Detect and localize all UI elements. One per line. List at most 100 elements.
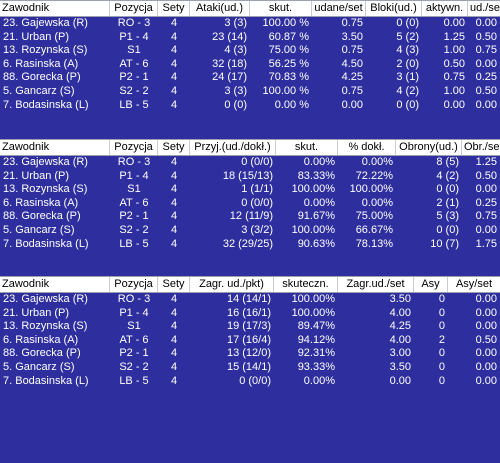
table-row[interactable]: 6. Rasinska (A) AT - 6 4 17 (16/4) 94.12% 4.0… <box>0 334 500 348</box>
cell-bloki: 5 (2) <box>396 30 419 43</box>
cell-obr-set: 0.25 <box>475 196 497 209</box>
col-header-sety[interactable]: Sety <box>158 1 190 16</box>
cell-skut: 90.63% <box>297 237 335 250</box>
table-row[interactable]: 23. Gajewska (R) RO - 3 4 3 (3) 100.00 % 0.75… <box>0 17 500 31</box>
cell-pozycja: S1 <box>127 44 141 57</box>
cell-sety: 4 <box>170 17 178 29</box>
table-header: Zawodnik Pozycja Sety Zagr. ud./pkt) sku… <box>0 276 500 293</box>
cell-sety: 4 <box>170 84 178 97</box>
table-header: Zawodnik Pozycja Sety Ataki(ud.) skut. u… <box>0 0 500 17</box>
table-row[interactable]: 23. Gajewska (R) RO - 3 4 0 (0/0) 0.00% 0.00%… <box>0 156 500 170</box>
cell-zawodnik: 5. Gancarz (S) <box>3 84 75 97</box>
cell-zagr: 0 (0/0) <box>239 374 271 387</box>
col-header-zagr[interactable]: Zagr. ud./pkt) <box>190 277 274 292</box>
table-row[interactable]: 5. Gancarz (S) S2 - 2 4 15 (14/1) 93.33% 3.50… <box>0 361 500 375</box>
cell-zagr: 19 (17/3) <box>226 320 271 333</box>
cell-obr-set: 0.00 <box>475 183 497 196</box>
table-row[interactable]: 21. Urban (P) P1 - 4 4 23 (14) 60.87 % 3.50 5 … <box>0 31 500 45</box>
table-row[interactable]: 7. Bodasinska (L) LB - 5 4 0 (0/0) 0.00% 0.00… <box>0 375 500 389</box>
cell-skuteczn: 0.00% <box>303 374 335 387</box>
col-header-skut[interactable]: skut. <box>250 1 312 16</box>
reception-defense-table: Zawodnik Pozycja Sety Przyj.(ud./dokł.) … <box>0 139 500 251</box>
cell-asy: 0 <box>438 347 445 360</box>
cell-zawodnik: 23. Gajewska (R) <box>3 156 88 168</box>
cell-obrony: 4 (2) <box>436 169 459 182</box>
cell-sety: 4 <box>170 374 178 387</box>
cell-pozycja: P2 - 1 <box>119 347 149 360</box>
col-header-obr-set[interactable]: Obr./se <box>464 141 500 153</box>
cell-skut: 100.00 % <box>262 17 309 29</box>
col-header-pozycja[interactable]: Pozycja <box>110 140 158 155</box>
col-header-asy[interactable]: Asy <box>414 277 448 292</box>
cell-aktywn: 0.75 <box>443 71 465 84</box>
table-row[interactable]: 7. Bodasinska (L) LB - 5 4 32 (29/25) 90.63%… <box>0 238 500 252</box>
col-header-pozycja[interactable]: Pozycja <box>110 277 158 292</box>
cell-sety: 4 <box>170 320 178 333</box>
cell-udane-set: 3.50 <box>341 30 363 43</box>
cell-obr-set: 1.25 <box>475 156 497 168</box>
col-header-skut[interactable]: skut. <box>276 140 338 155</box>
table-row[interactable]: 88. Gorecka (P) P2 - 1 4 13 (12/0) 92.31% 3.0… <box>0 347 500 361</box>
table-row[interactable]: 88. Gorecka (P) P2 - 1 4 12 (11/9) 91.67% 75.… <box>0 210 500 224</box>
table-row[interactable]: 88. Gorecka (P) P2 - 1 4 24 (17) 70.83 % 4.25… <box>0 71 500 85</box>
table-row[interactable]: 7. Bodasinska (L) LB - 5 4 0 (0) 0.00 % 0.00 0… <box>0 99 500 113</box>
table-row[interactable]: 13. Rozynska (S) S1 4 1 (1/1) 100.00% 100.00%… <box>0 183 500 197</box>
cell-zawodnik: 21. Urban (P) <box>3 306 70 319</box>
cell-ud-set: 0.00 <box>475 17 497 29</box>
col-header-udane-set[interactable]: udane/set <box>312 1 366 16</box>
col-header-sety[interactable]: Sety <box>158 140 190 155</box>
cell-aktywn: 1.00 <box>443 84 465 97</box>
table-row[interactable]: 21. Urban (P) P1 - 4 4 18 (15/13) 83.33% 72.2… <box>0 170 500 184</box>
col-header-bloki[interactable]: Bloki(ud.) <box>366 1 422 16</box>
cell-zawodnik: 5. Gancarz (S) <box>3 360 75 373</box>
col-header-przyj[interactable]: Przyj.(ud./dokł.) <box>190 140 276 155</box>
cell-obr-set: 0.75 <box>475 210 497 223</box>
cell-pozycja: S2 - 2 <box>119 360 149 373</box>
table-row[interactable]: 23. Gajewska (R) RO - 3 4 14 (14/1) 100.00% 3… <box>0 293 500 307</box>
cell-proc-dokl: 100.00% <box>349 183 393 196</box>
cell-sety: 4 <box>170 223 178 236</box>
col-header-zawodnik[interactable]: Zawodnik <box>0 277 110 292</box>
cell-proc-dokl: 0.00% <box>361 196 393 209</box>
serve-table: Zawodnik Pozycja Sety Zagr. ud./pkt) sku… <box>0 276 500 388</box>
col-header-asy-set[interactable]: Asy/set <box>455 278 493 290</box>
cell-pozycja: LB - 5 <box>119 374 149 387</box>
col-header-zawodnik[interactable]: Zawodnik <box>0 1 110 16</box>
table-row[interactable]: 6. Rasinska (A) AT - 6 4 32 (18) 56.25 % 4.50… <box>0 58 500 72</box>
cell-sety: 4 <box>170 183 178 196</box>
table-row[interactable]: 21. Urban (P) P1 - 4 4 16 (16/1) 100.00% 4.00… <box>0 307 500 321</box>
table-row[interactable]: 5. Gancarz (S) S2 - 2 4 3 (3/2) 100.00% 66.67… <box>0 224 500 238</box>
col-header-obrony[interactable]: Obrony(ud.) <box>396 140 462 155</box>
col-header-zawodnik[interactable]: Zawodnik <box>0 140 110 155</box>
col-header-proc-dokl[interactable]: % dokł. <box>338 140 396 155</box>
cell-przyj: 1 (1/1) <box>241 183 273 196</box>
cell-zawodnik: 13. Rozynska (S) <box>3 44 88 57</box>
cell-zawodnik: 23. Gajewska (R) <box>3 293 88 305</box>
table-row[interactable]: 13. Rozynska (S) S1 4 19 (17/3) 89.47% 4.25 0 0… <box>0 320 500 334</box>
cell-ataki: 24 (17) <box>212 71 247 84</box>
col-header-zagr-ud-set[interactable]: Zagr.ud./set <box>338 277 414 292</box>
col-header-skuteczn[interactable]: skuteczn. <box>274 277 338 292</box>
table-row[interactable]: 6. Rasinska (A) AT - 6 4 0 (0/0) 0.00% 0.00% 2… <box>0 197 500 211</box>
cell-zawodnik: 13. Rozynska (S) <box>3 320 88 333</box>
cell-skut: 60.87 % <box>268 30 309 43</box>
cell-zagr-ud-set: 3.00 <box>389 347 411 360</box>
cell-sety: 4 <box>170 347 178 360</box>
cell-pozycja: RO - 3 <box>117 156 151 168</box>
col-header-ataki[interactable]: Ataki(ud.) <box>190 1 250 16</box>
cell-ud-set: 0.00 <box>475 98 497 111</box>
col-header-pozycja[interactable]: Pozycja <box>110 1 158 16</box>
cell-bloki: 2 (0) <box>396 57 419 70</box>
cell-pozycja: AT - 6 <box>119 196 149 209</box>
table-header: Zawodnik Pozycja Sety Przyj.(ud./dokł.) … <box>0 139 500 156</box>
col-header-aktywn[interactable]: aktywn. <box>422 1 468 16</box>
col-header-ud-set[interactable]: ud./set <box>470 2 500 14</box>
table-row[interactable]: 13. Rozynska (S) S1 4 4 (3) 75.00 % 0.75 4 (3)… <box>0 44 500 58</box>
cell-aktywn: 0.00 <box>443 98 465 111</box>
table-row[interactable]: 5. Gancarz (S) S2 - 2 4 3 (3) 100.00 % 0.75 4 … <box>0 85 500 99</box>
cell-przyj: 0 (0/0) <box>241 196 273 209</box>
cell-obrony: 0 (0) <box>436 183 459 196</box>
col-header-sety[interactable]: Sety <box>158 277 190 292</box>
cell-asy-set: 0.00 <box>475 347 497 360</box>
cell-obr-set: 1.75 <box>475 237 497 250</box>
